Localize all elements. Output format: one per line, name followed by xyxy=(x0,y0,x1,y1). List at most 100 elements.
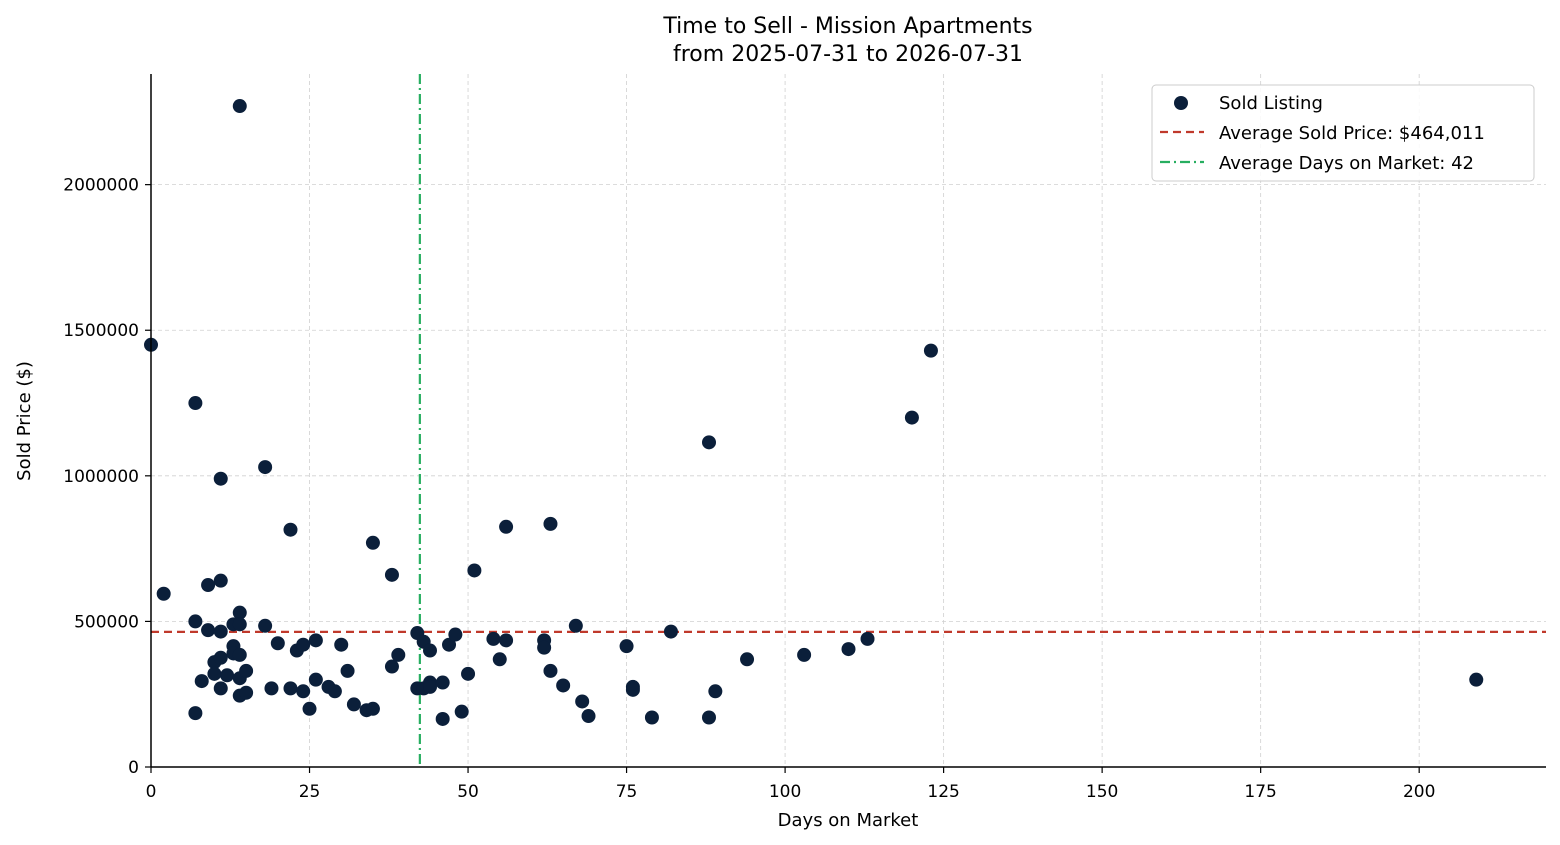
axes xyxy=(150,74,1546,768)
x-tick-label: 100 xyxy=(769,782,801,802)
reference-lines xyxy=(151,74,1546,767)
data-point xyxy=(296,637,311,652)
data-point xyxy=(461,666,476,681)
data-point xyxy=(188,706,203,721)
data-point xyxy=(423,643,437,658)
legend: Sold Listing Average Sold Price: $464,01… xyxy=(1151,84,1535,182)
data-point xyxy=(213,573,228,588)
data-point xyxy=(201,623,216,638)
data-point xyxy=(239,663,254,678)
data-point xyxy=(492,652,507,667)
data-point xyxy=(435,675,450,690)
data-point xyxy=(499,519,514,534)
chart-title: Time to Sell - Mission Apartments xyxy=(662,14,1032,39)
data-point xyxy=(1469,672,1484,687)
data-point xyxy=(232,605,247,620)
data-point xyxy=(232,99,247,114)
data-point xyxy=(391,647,406,662)
y-tick-label: 0 xyxy=(128,758,139,778)
data-point xyxy=(308,672,323,687)
data-point xyxy=(201,578,216,593)
data-point xyxy=(213,650,228,665)
data-point xyxy=(365,701,380,716)
y-tick-label: 2000000 xyxy=(63,176,139,196)
data-point xyxy=(499,633,514,648)
data-point xyxy=(435,711,450,726)
data-point xyxy=(556,678,571,693)
data-point xyxy=(270,636,285,651)
x-tick-label: 175 xyxy=(1244,782,1276,802)
x-tick-label: 125 xyxy=(927,782,959,802)
data-point xyxy=(156,586,171,601)
data-point xyxy=(365,535,380,550)
data-point xyxy=(334,637,349,652)
data-point xyxy=(543,663,558,678)
data-point xyxy=(702,710,716,725)
data-point xyxy=(384,659,399,674)
data-point xyxy=(188,614,203,629)
data-point xyxy=(239,685,254,700)
data-point xyxy=(568,618,583,633)
y-tick-label: 500000 xyxy=(74,612,139,632)
data-point xyxy=(454,704,469,719)
data-point xyxy=(904,410,919,425)
data-point xyxy=(740,652,755,667)
data-point xyxy=(797,647,812,662)
y-ticks: 0 500000 1000000 1500000 2000000 xyxy=(63,176,151,778)
data-point xyxy=(442,637,457,652)
data-point xyxy=(220,668,235,683)
x-tick-label: 25 xyxy=(299,782,321,802)
x-axis-label: Days on Market xyxy=(778,810,919,831)
data-point xyxy=(841,642,856,657)
data-points xyxy=(144,99,1484,726)
data-point xyxy=(644,710,659,725)
legend-box xyxy=(1151,84,1535,182)
data-point xyxy=(581,709,596,724)
data-point xyxy=(283,681,298,696)
data-point xyxy=(213,471,228,486)
data-point xyxy=(258,618,273,633)
y-tick-label: 1000000 xyxy=(63,467,139,487)
data-point xyxy=(702,435,716,450)
legend-label-sold-listing: Sold Listing xyxy=(1219,93,1323,114)
data-point xyxy=(860,631,875,646)
data-point xyxy=(619,639,634,654)
data-point xyxy=(258,460,273,475)
legend-marker-sold-listing xyxy=(1174,96,1188,110)
data-point xyxy=(625,682,640,697)
legend-label-average-days: Average Days on Market: 42 xyxy=(1219,153,1474,174)
data-point xyxy=(207,666,222,681)
data-point xyxy=(543,516,558,531)
data-point xyxy=(283,522,298,537)
data-point xyxy=(188,396,203,411)
y-tick-label: 1500000 xyxy=(63,321,139,341)
data-point xyxy=(302,701,317,716)
data-point xyxy=(346,697,361,712)
data-point xyxy=(423,679,437,694)
data-point xyxy=(340,663,355,678)
data-point xyxy=(213,681,228,696)
x-tick-label: 200 xyxy=(1403,782,1435,802)
data-point xyxy=(308,633,323,648)
y-axis-label: Sold Price ($) xyxy=(14,361,35,481)
data-point xyxy=(296,684,311,699)
data-point xyxy=(575,694,590,709)
data-point xyxy=(232,647,247,662)
x-tick-label: 150 xyxy=(1086,782,1118,802)
x-tick-label: 50 xyxy=(457,782,479,802)
data-point xyxy=(708,684,723,699)
data-point xyxy=(923,343,938,358)
data-point xyxy=(194,674,209,689)
data-point xyxy=(232,617,247,632)
data-point xyxy=(213,624,228,639)
x-tick-label: 75 xyxy=(616,782,638,802)
legend-label-average-price: Average Sold Price: $464,011 xyxy=(1219,123,1485,144)
data-point xyxy=(486,631,501,646)
data-point xyxy=(264,681,279,696)
data-point xyxy=(663,624,678,639)
x-tick-label: 0 xyxy=(146,782,157,802)
data-point xyxy=(467,563,482,578)
chart-subtitle: from 2025-07-31 to 2026-07-31 xyxy=(673,42,1023,67)
data-point xyxy=(384,567,399,582)
